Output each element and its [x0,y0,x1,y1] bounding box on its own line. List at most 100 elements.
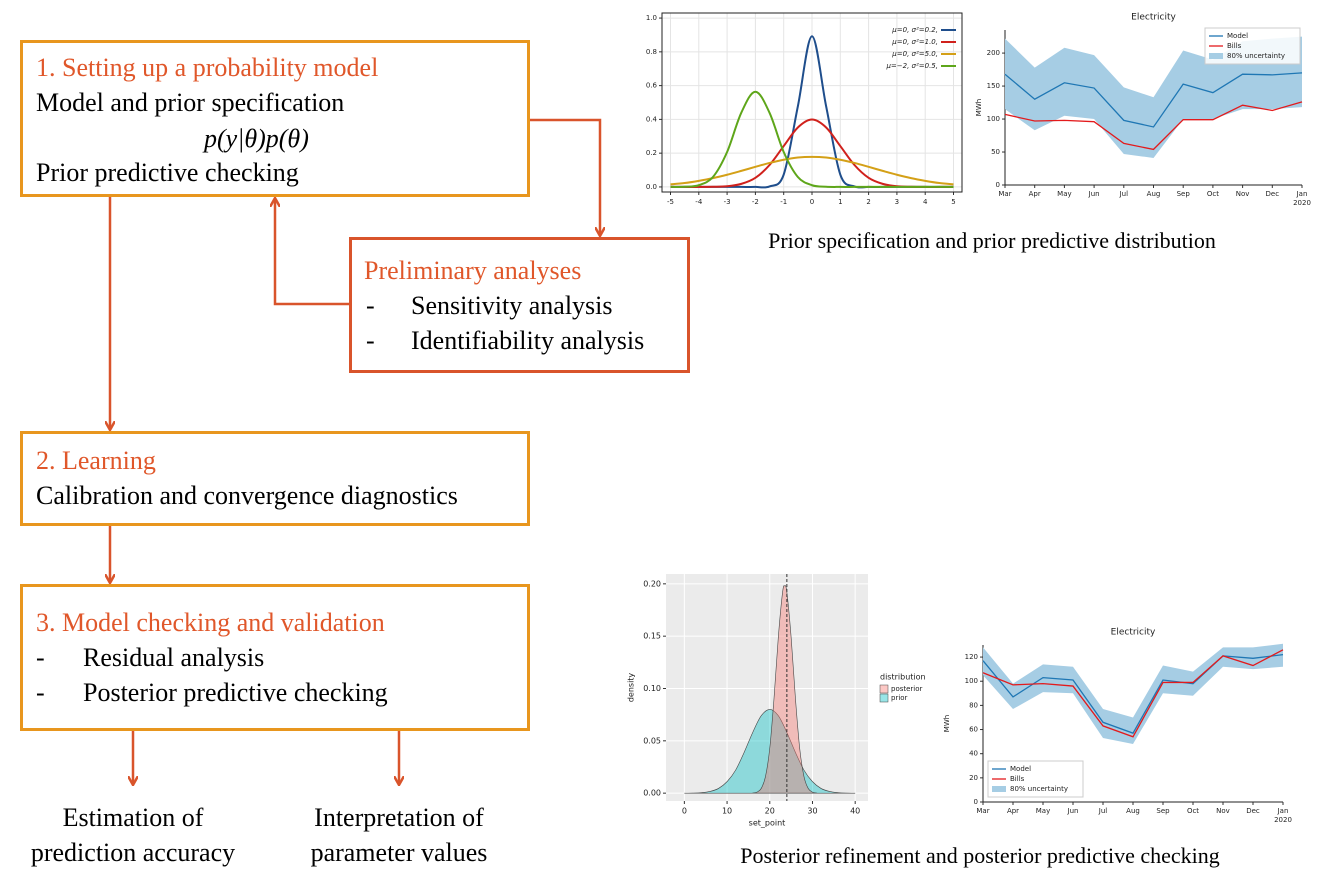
x-tick-sublabel: 2020 [1274,816,1292,824]
line [1004,101,1303,151]
x-tick-label: 40 [850,807,860,816]
density-area [684,709,856,794]
uncertainty-band [983,643,1283,745]
line [670,90,954,188]
x-tick-label: Nov [1236,190,1250,198]
y-tick-label: 0.00 [643,789,661,798]
x-tick-label: 5 [951,198,955,206]
y-tick-label: 0.8 [646,48,657,56]
legend-label: μ=0, σ²=0.2, [891,26,938,34]
output-text: Estimation of [62,803,204,832]
legend-label: Model [1010,765,1031,773]
legend-title: distribution [880,673,926,682]
y-tick-label: 200 [987,49,1000,57]
y-tick-label: 0.10 [643,684,661,693]
bullet: - [36,643,45,672]
y-tick-label: 1.0 [646,14,657,22]
legend-label: 80% uncertainty [1010,785,1068,793]
uncertainty-band [1005,36,1302,158]
x-tick-label: Oct [1187,807,1199,815]
bullet: - [36,678,45,707]
x-tick-label: Aug [1126,807,1140,815]
x-tick-label: Apr [1029,190,1041,198]
y-tick-label: 0.0 [646,183,657,191]
y-tick-label: 0.05 [643,736,661,745]
formula: p(y|θ)p(θ) [204,124,309,153]
plot-frame [661,12,963,193]
legend-label: μ=0, σ²=5.0, [891,50,938,58]
y-axis-label: density [627,673,636,703]
step-item: Posterior predictive checking [83,678,388,707]
side-box [349,237,690,373]
x-tick-label: -1 [780,198,787,206]
x-tick-label: -5 [667,198,674,206]
line [982,649,1284,738]
x-tick-label: Jan [1277,807,1289,815]
caption: Posterior refinement and posterior predi… [740,843,1220,868]
step-title: 3. Model checking and validation [36,608,385,637]
step-item: Residual analysis [83,643,265,672]
y-tick-label: 50 [991,148,1000,156]
y-tick-label: 0.6 [646,82,658,90]
x-tick-label: Aug [1147,190,1161,198]
x-tick-label: 20 [765,807,775,816]
y-tick-label: 100 [987,115,1000,123]
step-box [20,584,530,731]
x-tick-label: Jul [1119,190,1129,198]
legend-label: Model [1227,32,1248,40]
x-axis-label: set_point [749,819,786,828]
y-tick-label: 120 [965,653,978,661]
x-tick-label: 0 [682,807,687,816]
x-tick-sublabel: 2020 [1293,199,1311,207]
x-tick-label: Jul [1098,807,1108,815]
x-tick-label: Jun [1067,807,1079,815]
arrow [275,199,349,306]
density-area [752,585,818,794]
x-tick-label: 2 [866,198,870,206]
output-text: Interpretation of [314,803,484,832]
step-title: 2. Learning [36,446,156,475]
y-tick-label: 60 [969,726,978,734]
side-item: Identifiability analysis [411,326,645,355]
x-tick-label: May [1057,190,1071,198]
bullet: - [366,291,375,320]
y-tick-label: 0.4 [646,115,658,123]
chart: 0.0 0.2 0.4 0.6 0.8 1.0 -5 -4 -3 -2 -1 0 1 2 3 4 5 μ=0, σ… [646,12,963,206]
x-tick-label: Apr [1007,807,1019,815]
step-box [20,431,530,526]
plot-background [666,574,868,801]
x-tick-label: May [1036,807,1050,815]
chart: 0 50 100 150 200 Mar Apr May Jun Jul Aug Sep Oct Nov D… [975,13,1311,208]
chart: 0.00 0.05 0.10 0.15 0.20 0 10 20 30 40 density set_… [627,574,926,828]
chart: 0 20 40 60 80 100 120 Mar Apr May Jun Jul Aug Sep Oct N… [943,628,1292,825]
side-item: Sensitivity analysis [411,291,613,320]
legend-label: prior [891,694,908,702]
x-tick-label: -4 [695,198,703,206]
legend-label: Bills [1227,42,1242,50]
legend-swatch [879,693,889,703]
legend-label: posterior [891,685,923,693]
x-tick-label: Mar [998,190,1011,198]
arrow [530,118,600,235]
y-tick-label: 0.2 [646,149,657,157]
x-tick-label: Jan [1296,190,1308,198]
legend-label: μ=−2, σ²=0.5, [885,62,938,70]
x-tick-label: 30 [807,807,817,816]
line [670,155,954,186]
legend-label: μ=0, σ²=1.0, [891,38,938,46]
x-tick-label: 1 [838,198,842,206]
y-tick-label: 0 [996,181,1000,189]
x-tick-label: -2 [752,198,759,206]
y-tick-label: 20 [969,774,978,782]
bullet: - [366,326,375,355]
output-text: prediction accuracy [30,838,236,867]
caption: Prior specification and prior predictive… [768,228,1216,253]
x-tick-label: Dec [1266,190,1280,198]
legend-swatch [992,786,1006,792]
x-tick-label: 10 [722,807,732,816]
legend-label: 80% uncertainty [1227,52,1285,60]
x-tick-label: 4 [923,198,928,206]
x-tick-label: Mar [976,807,989,815]
